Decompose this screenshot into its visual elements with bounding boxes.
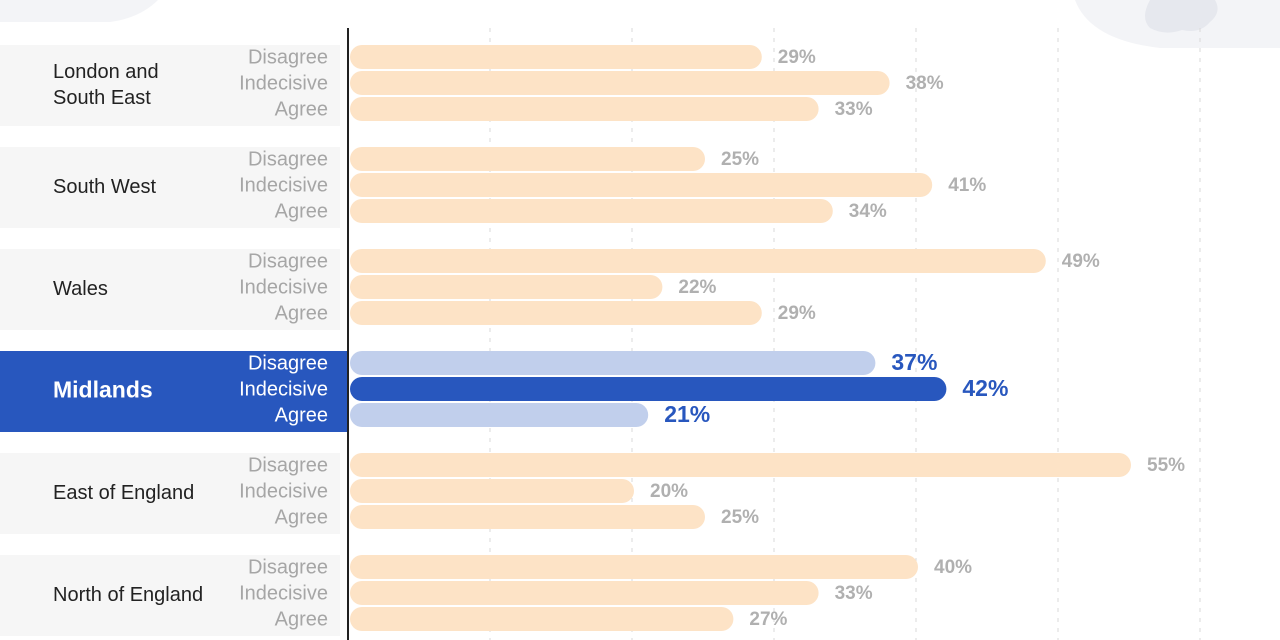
category-label-midlands-agree: Agree — [275, 404, 328, 426]
uk-map-icon — [1145, 0, 1218, 33]
bar-east-of-england-agree — [350, 505, 705, 529]
value-label-south-west-disagree: 25% — [721, 149, 759, 170]
value-label-wales-indecisive: 22% — [678, 277, 716, 298]
value-label-east-of-england-agree: 25% — [721, 507, 759, 528]
region-label-wales: Wales — [53, 278, 108, 300]
region-label-midlands: Midlands — [53, 377, 153, 403]
bar-midlands-agree — [350, 403, 649, 427]
bar-wales-disagree — [350, 249, 1046, 273]
region-label-north-of-england: North of England — [53, 584, 203, 606]
value-label-north-of-england-indecisive: 33% — [835, 583, 873, 604]
value-label-midlands-agree: 21% — [664, 401, 710, 427]
category-label-east-of-england-agree: Agree — [275, 506, 328, 528]
category-label-south-west-indecisive: Indecisive — [239, 174, 328, 196]
value-label-south-west-agree: 34% — [849, 201, 887, 222]
category-label-wales-disagree: Disagree — [248, 250, 328, 272]
category-label-london-and-south-east-disagree: Disagree — [248, 46, 328, 68]
region-row-east-of-england — [0, 453, 340, 534]
value-label-london-and-south-east-agree: 33% — [835, 99, 873, 120]
region-row-south-west — [0, 147, 340, 228]
labels: London and South East Disagree 29% Indecisiv… — [53, 46, 1185, 630]
region-label-london-and-south-east-1: London and — [53, 61, 159, 83]
bar-london-and-south-east-agree — [350, 97, 819, 121]
region-row-midlands — [0, 351, 348, 432]
bar-south-west-indecisive — [350, 173, 933, 197]
decoration-layer — [0, 0, 1280, 48]
category-label-london-and-south-east-agree: Agree — [275, 98, 328, 120]
value-label-wales-agree: 29% — [778, 303, 816, 324]
bar-north-of-england-agree — [350, 607, 734, 631]
category-label-east-of-england-indecisive: Indecisive — [239, 480, 328, 502]
category-label-south-west-agree: Agree — [275, 200, 328, 222]
category-label-wales-indecisive: Indecisive — [239, 276, 328, 298]
bars — [350, 45, 1131, 631]
region-row-wales — [0, 249, 340, 330]
category-label-south-west-disagree: Disagree — [248, 148, 328, 170]
bar-north-of-england-disagree — [350, 555, 918, 579]
category-label-north-of-england-indecisive: Indecisive — [239, 582, 328, 604]
category-label-midlands-indecisive: Indecisive — [239, 378, 328, 400]
bar-east-of-england-indecisive — [350, 479, 634, 503]
value-label-midlands-disagree: 37% — [891, 349, 937, 375]
category-label-midlands-disagree: Disagree — [248, 352, 328, 374]
value-label-east-of-england-disagree: 55% — [1147, 455, 1185, 476]
header-shape-left — [0, 0, 158, 22]
category-label-wales-agree: Agree — [275, 302, 328, 324]
bar-south-west-disagree — [350, 147, 705, 171]
value-label-midlands-indecisive: 42% — [962, 375, 1008, 401]
value-label-north-of-england-disagree: 40% — [934, 557, 972, 578]
bar-london-and-south-east-disagree — [350, 45, 762, 69]
region-label-london-and-south-east-2: South East — [53, 87, 151, 109]
bar-north-of-england-indecisive — [350, 581, 819, 605]
bar-midlands-indecisive — [350, 377, 947, 401]
value-label-east-of-england-indecisive: 20% — [650, 481, 688, 502]
value-label-south-west-indecisive: 41% — [948, 175, 986, 196]
value-label-wales-disagree: 49% — [1062, 251, 1100, 272]
region-backgrounds — [0, 45, 348, 636]
category-label-east-of-england-disagree: Disagree — [248, 454, 328, 476]
bar-wales-indecisive — [350, 275, 663, 299]
bar-wales-agree — [350, 301, 762, 325]
value-label-london-and-south-east-indecisive: 38% — [906, 73, 944, 94]
bar-east-of-england-disagree — [350, 453, 1131, 477]
region-label-south-west: South West — [53, 176, 156, 198]
category-label-north-of-england-disagree: Disagree — [248, 556, 328, 578]
bar-london-and-south-east-indecisive — [350, 71, 890, 95]
category-label-north-of-england-agree: Agree — [275, 608, 328, 630]
bar-south-west-agree — [350, 199, 833, 223]
value-label-london-and-south-east-disagree: 29% — [778, 47, 816, 68]
category-label-london-and-south-east-indecisive: Indecisive — [239, 72, 328, 94]
value-label-north-of-england-agree: 27% — [749, 609, 787, 630]
region-label-east-of-england: East of England — [53, 482, 194, 504]
region-row-london-and-south-east — [0, 45, 340, 126]
grid-lines — [489, 28, 1201, 640]
region-row-north-of-england — [0, 555, 340, 636]
bar-midlands-disagree — [350, 351, 876, 375]
